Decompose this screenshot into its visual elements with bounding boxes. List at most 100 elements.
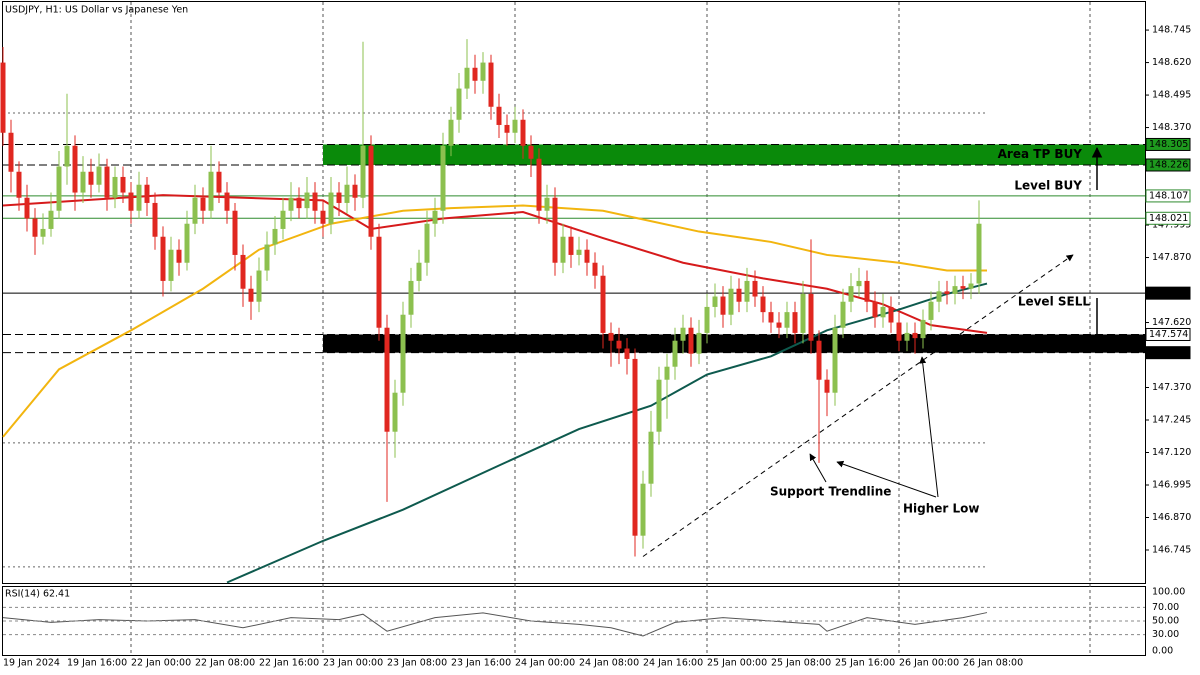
x-tick-label: 23 Jan 08:00 <box>387 658 447 669</box>
y-tick-label: 148.495 <box>1152 90 1191 101</box>
candle-body <box>808 293 814 341</box>
candle-body <box>408 280 414 315</box>
candle-body <box>872 301 878 318</box>
candle-body <box>848 286 854 302</box>
x-tick-label: 24 Jan 08:00 <box>579 658 639 669</box>
candle-body <box>264 244 270 271</box>
candle-body <box>768 312 774 323</box>
candle-body <box>880 306 886 318</box>
candle-body <box>320 210 326 224</box>
candle-body <box>976 223 982 284</box>
rsi-tick-label: 0.00 <box>1152 646 1173 657</box>
candle-body <box>512 119 518 133</box>
candle-body <box>968 283 974 289</box>
candle-body <box>624 348 630 359</box>
y-tick-label: 148.620 <box>1152 57 1191 68</box>
candle-body <box>112 176 118 198</box>
price-box <box>1145 346 1191 360</box>
y-tick-label: 146.995 <box>1152 479 1191 490</box>
candle-body <box>864 280 870 302</box>
candle-body <box>528 145 534 159</box>
candle-body <box>120 176 126 193</box>
candle-body <box>936 291 942 302</box>
rsi-tick-label: 50.00 <box>1152 616 1179 627</box>
candle-body <box>360 145 366 198</box>
annotation: Higher Low <box>903 502 980 516</box>
candle-body <box>336 192 342 203</box>
candle-body <box>40 228 46 237</box>
y-tick-label: 146.870 <box>1152 512 1191 523</box>
price-box <box>1145 211 1191 225</box>
candle-body <box>912 332 918 339</box>
candle-body <box>920 319 926 339</box>
candle-body <box>784 312 790 328</box>
price-box-label: 147.504 <box>1149 347 1188 358</box>
candle-body <box>720 296 726 315</box>
candle-body <box>432 210 438 224</box>
price-box-label: 147.733 <box>1149 288 1188 299</box>
candle-body <box>0 62 6 133</box>
candle-body <box>592 262 598 276</box>
x-tick-label: 22 Jan 00:00 <box>131 658 191 669</box>
candle-body <box>504 124 510 133</box>
candle-body <box>248 288 254 302</box>
x-tick-label: 25 Jan 08:00 <box>771 658 831 669</box>
candle-body <box>24 197 30 219</box>
x-tick-label: 24 Jan 16:00 <box>643 658 703 669</box>
candle-body <box>640 483 646 536</box>
rsi-pane <box>2 586 1146 656</box>
candle-body <box>440 145 446 211</box>
y-tick-label: 147.120 <box>1152 447 1191 458</box>
candle-body <box>960 286 966 289</box>
candle-body <box>744 280 750 302</box>
moving-average <box>2 204 987 438</box>
x-tick-label: 19 Jan 16:00 <box>67 658 127 669</box>
candle-body <box>8 132 14 172</box>
candle-body <box>88 171 94 185</box>
candle-body <box>464 67 470 89</box>
price-box-label: 147.574 <box>1149 329 1188 340</box>
x-tick-label: 19 Jan 2024 <box>3 658 60 669</box>
candle-body <box>304 192 310 209</box>
candle-body <box>800 293 806 333</box>
candle-body <box>352 184 358 198</box>
candle-body <box>344 184 350 203</box>
y-tick-label: 147.620 <box>1152 317 1191 328</box>
candle-body <box>136 184 142 211</box>
candle-body <box>952 286 958 294</box>
x-tick-label: 26 Jan 00:00 <box>899 658 959 669</box>
x-tick-label: 24 Jan 00:00 <box>515 658 575 669</box>
candle-body <box>688 327 694 354</box>
candle-body <box>544 197 550 211</box>
y-tick-label: 147.370 <box>1152 382 1191 393</box>
candle-body <box>656 379 662 432</box>
candle-body <box>480 62 486 81</box>
candle-body <box>96 166 102 185</box>
candle-body <box>208 171 214 211</box>
x-tick-label: 23 Jan 16:00 <box>451 658 511 669</box>
candle-body <box>792 312 798 333</box>
candle-body <box>216 171 222 193</box>
candle-body <box>648 431 654 484</box>
candle-body <box>696 332 702 354</box>
candle-body <box>560 236 566 263</box>
price-box <box>1145 189 1191 203</box>
candle-body <box>456 88 462 120</box>
annotation: Level SELL <box>1018 295 1091 309</box>
candle-body <box>896 322 902 341</box>
candle-body <box>832 327 838 393</box>
price-box-label: 148.021 <box>1149 213 1188 224</box>
candle-body <box>760 296 766 313</box>
candle-body <box>856 280 862 287</box>
candle-body <box>552 197 558 263</box>
price-box-label: 148.107 <box>1149 190 1188 201</box>
candle-body <box>16 171 22 198</box>
price-box <box>1145 286 1191 300</box>
candle-body <box>664 366 670 380</box>
candle-body <box>240 254 246 289</box>
candle-body <box>368 145 374 237</box>
candle-body <box>272 228 278 245</box>
candle-body <box>576 249 582 255</box>
candle-body <box>328 192 334 224</box>
rsi-label: RSI(14) 62.41 <box>5 589 70 600</box>
